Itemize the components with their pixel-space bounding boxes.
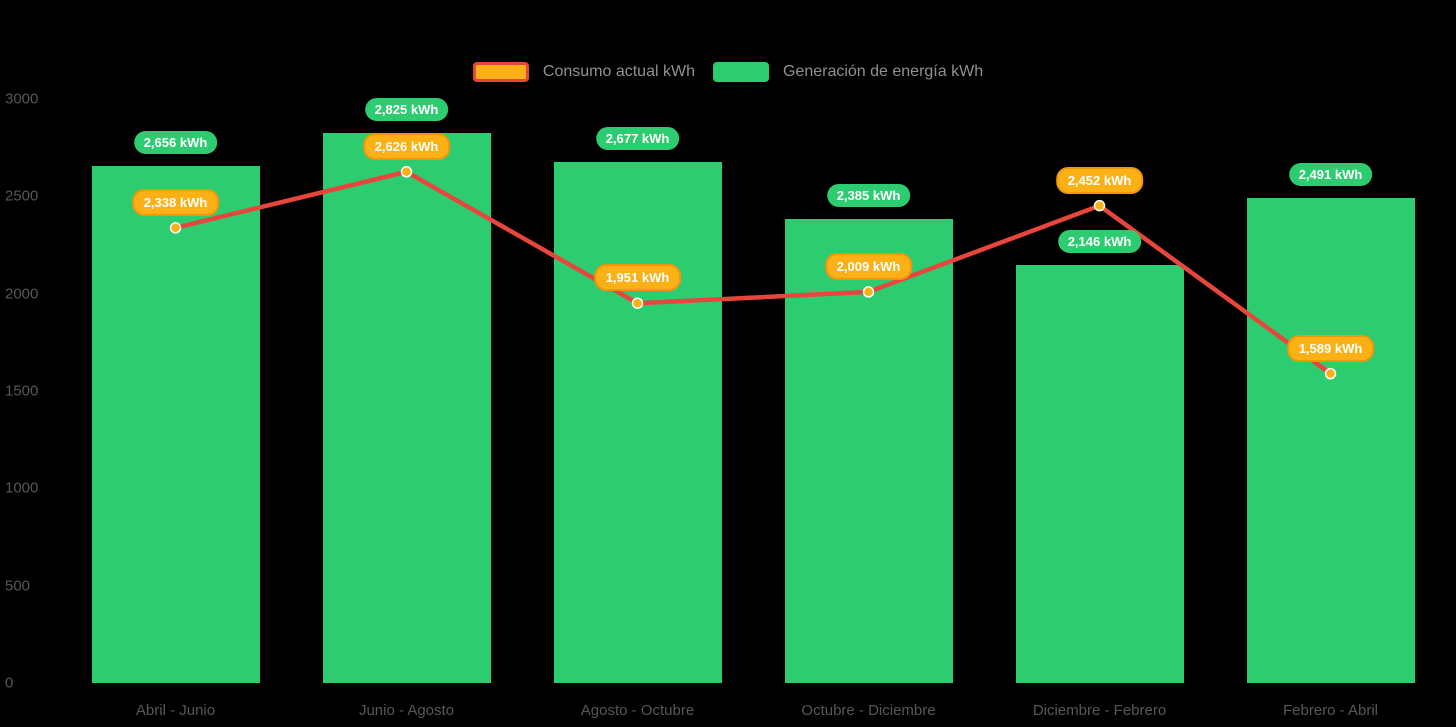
y-tick-label: 0 (5, 674, 14, 692)
generation-value-badge: 2,491 kWh (1288, 163, 1373, 187)
category-label: Abril - Junio (135, 702, 216, 719)
y-tick-label: 3000 (5, 90, 39, 108)
generation-bar (553, 161, 722, 683)
generacion-energia-swatch-icon (712, 62, 769, 82)
category-label: Diciembre - Febrero (1032, 702, 1167, 719)
generation-value-badge: 2,677 kWh (595, 126, 680, 150)
legend-label-consumo-actual: Consumo actual kWh (542, 63, 695, 80)
generation-value-badge: 2,825 kWh (364, 98, 449, 122)
consumption-value-badge: 2,009 kWh (824, 252, 913, 280)
y-tick-label: 1500 (5, 382, 39, 400)
generation-bar (784, 218, 953, 683)
category-label: Octubre - Diciembre (801, 702, 936, 719)
generation-value-badge: 2,385 kWh (826, 183, 911, 207)
legend-item-consumo-actual[interactable]: Consumo actual kWh (472, 62, 695, 82)
consumo-actual-swatch-icon (472, 62, 529, 82)
category-label: Junio - Agosto (358, 702, 455, 719)
generation-bar (1246, 198, 1415, 683)
consumption-value-badge: 2,338 kWh (131, 188, 220, 216)
legend-item-generacion-energia[interactable]: Generación de energía kWh (712, 62, 984, 82)
category-label: Agosto - Octubre (580, 702, 695, 719)
generation-bar (91, 165, 260, 683)
y-tick-label: 1000 (5, 479, 39, 497)
consumption-value-badge: 2,626 kWh (362, 132, 451, 160)
y-tick-label: 500 (5, 577, 31, 595)
consumption-value-badge: 2,452 kWh (1055, 166, 1144, 194)
generation-bar (322, 133, 491, 683)
consumption-value-badge: 1,589 kWh (1286, 334, 1375, 362)
legend-label-generacion-energia: Generación de energía kWh (782, 63, 984, 80)
category-label: Febrero - Abril (1282, 702, 1379, 719)
y-tick-label: 2000 (5, 285, 39, 303)
y-tick-label: 2500 (5, 187, 39, 205)
consumption-point-marker (1093, 199, 1106, 212)
consumption-value-badge: 1,951 kWh (593, 264, 682, 292)
generation-value-badge: 2,656 kWh (133, 130, 218, 154)
generation-value-badge: 2,146 kWh (1057, 230, 1142, 254)
generation-bar (1015, 265, 1184, 683)
chart-legend: Consumo actual kWh Generación de energía… (0, 62, 1456, 82)
